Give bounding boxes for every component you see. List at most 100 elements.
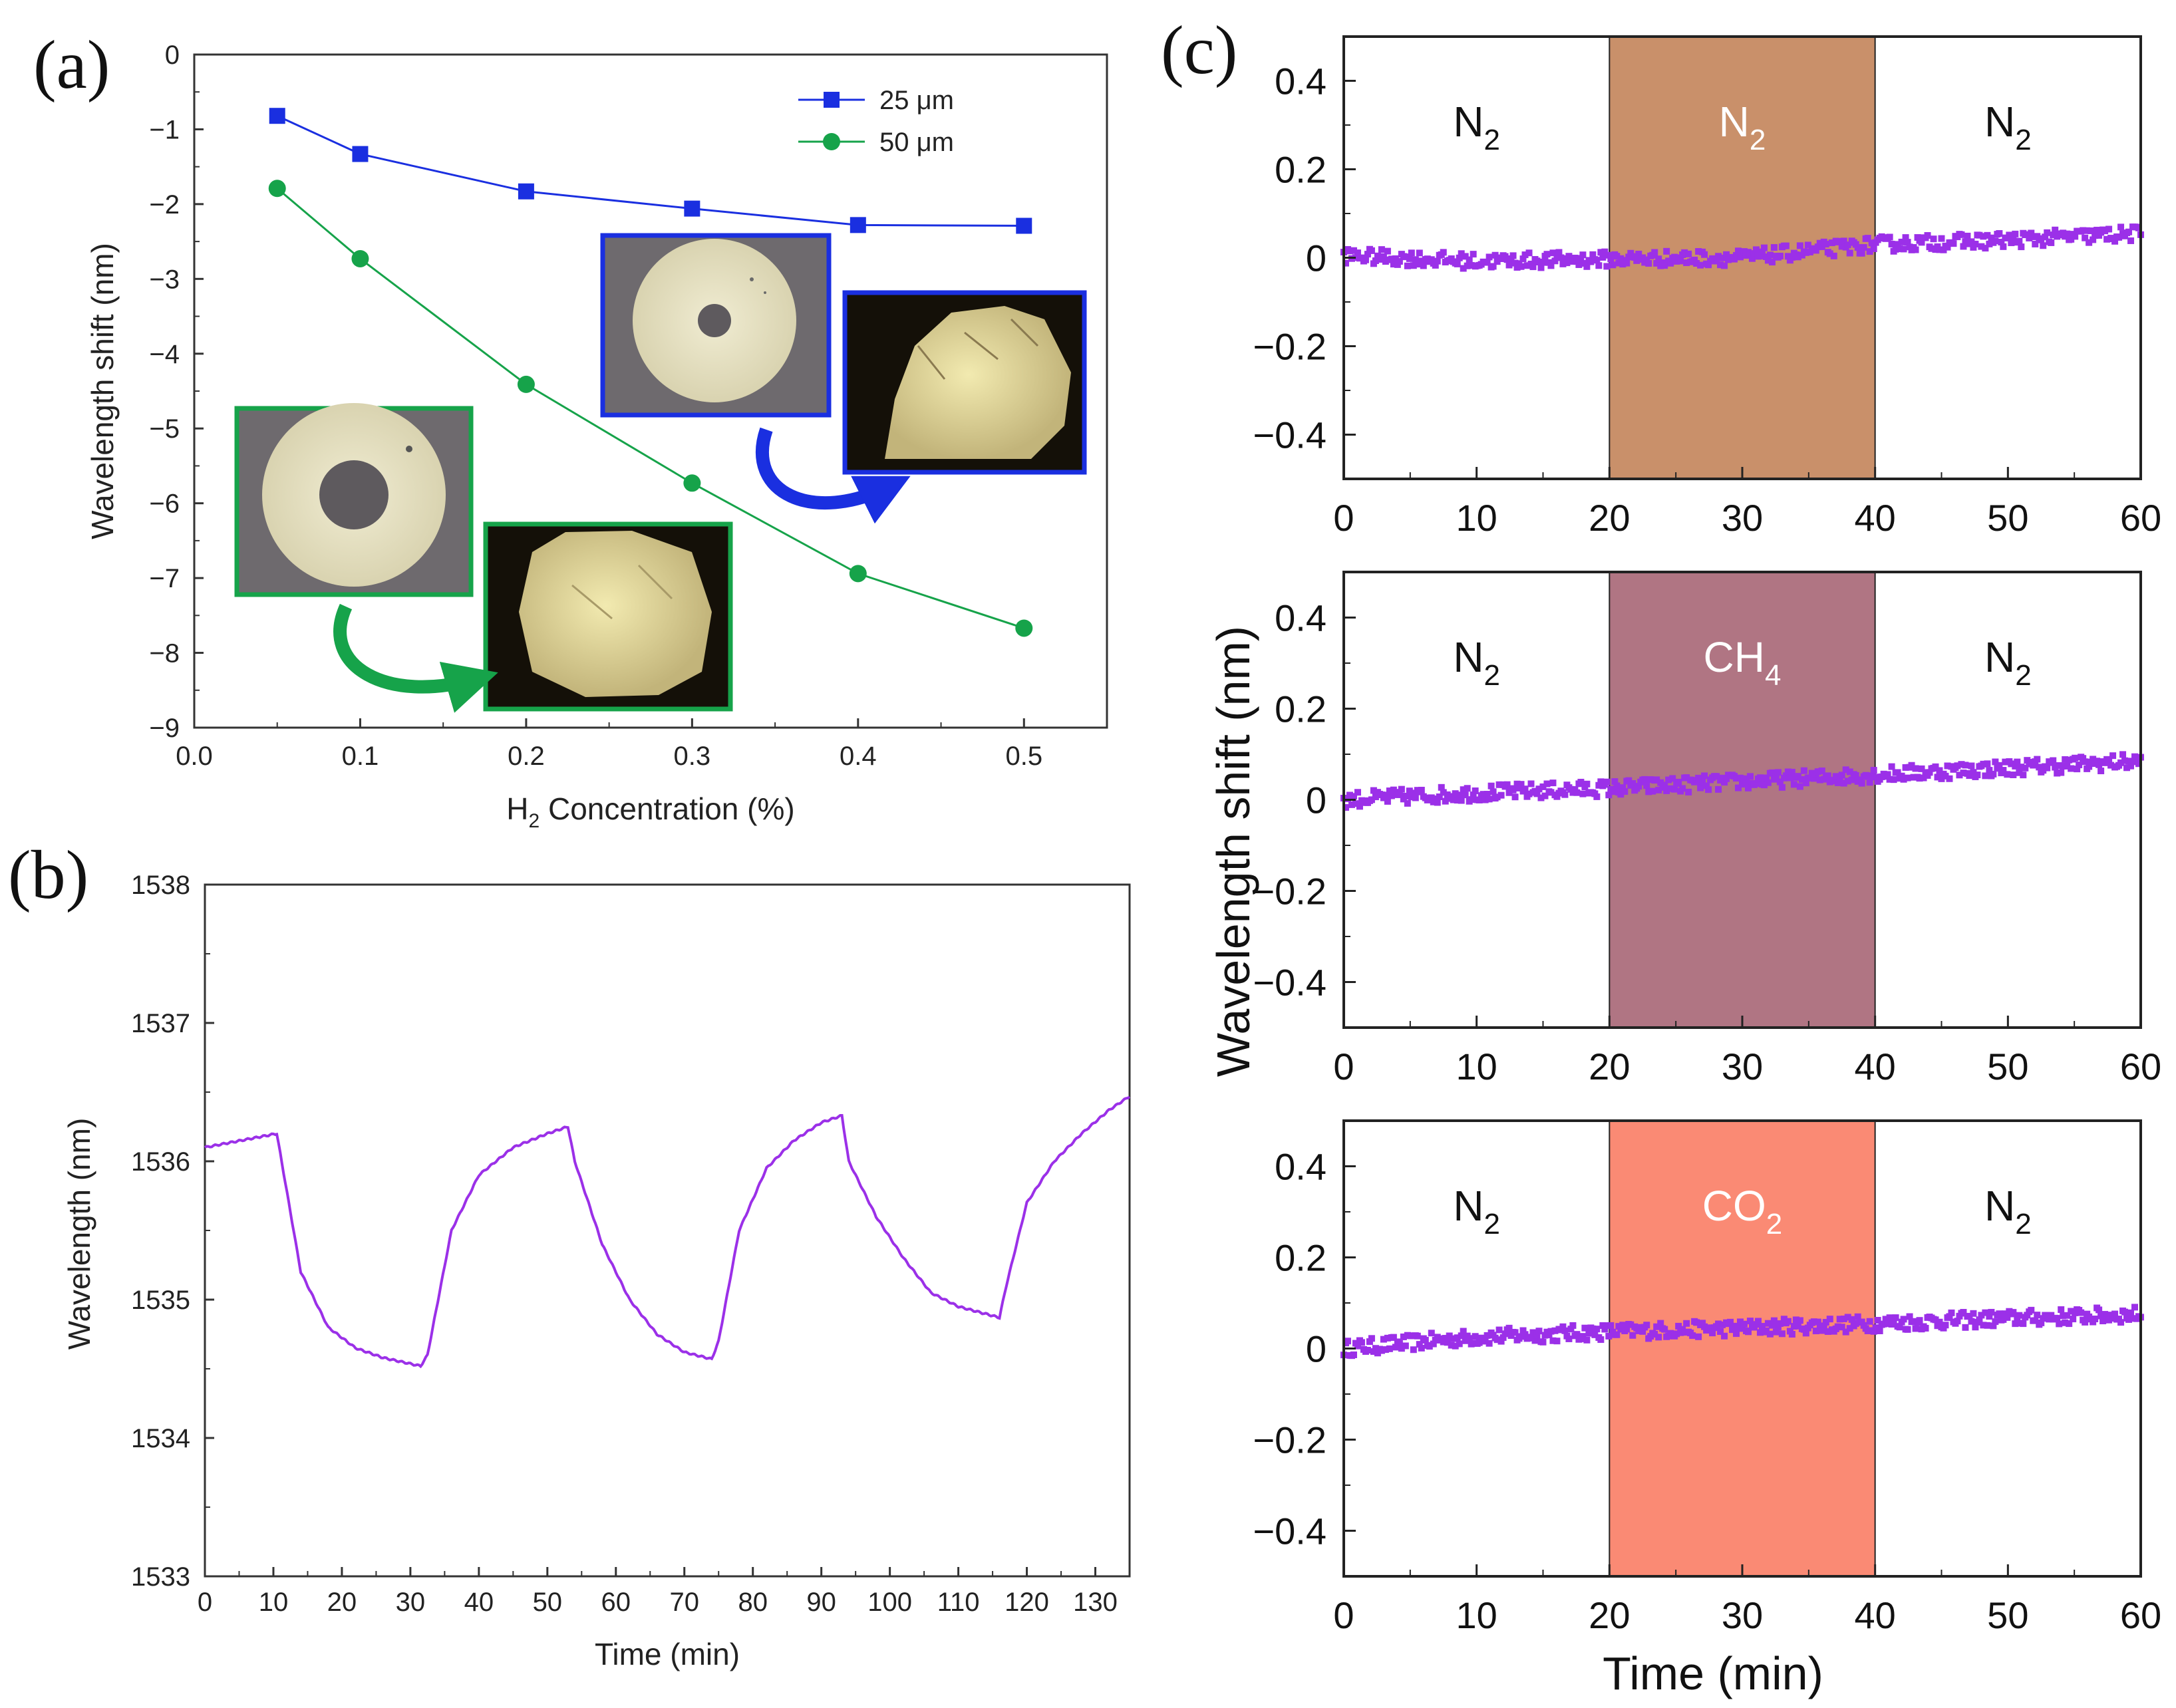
- chart-c-point: [2028, 229, 2035, 237]
- chart-c-point: [1573, 789, 1581, 796]
- chart-c-point: [1936, 1318, 1943, 1326]
- chart-c-point: [1549, 780, 1557, 787]
- chart-c-point: [1643, 1322, 1650, 1329]
- chart-c-point: [1904, 1326, 1911, 1333]
- chart-c-point: [1346, 791, 1353, 799]
- chart-c-point: [1910, 1318, 1917, 1325]
- chart-c-region-label: N2: [1453, 1182, 1500, 1240]
- chart-c-point: [1402, 792, 1409, 799]
- chart-c-point: [1784, 768, 1791, 776]
- chart-c-point: [1651, 249, 1658, 256]
- chart-b-ytick-label: 1533: [131, 1562, 190, 1592]
- chart-c-point: [1920, 774, 1927, 782]
- chart-c-point: [1697, 261, 1704, 269]
- chart-c-point: [2109, 1315, 2117, 1322]
- chart-c-point: [1800, 767, 1807, 774]
- chart-c-point: [1737, 774, 1744, 782]
- chart-a-series-line-1: [276, 188, 1024, 629]
- chart-c-point: [1822, 1319, 1829, 1326]
- chart-b-ytick-label: 1537: [131, 1009, 190, 1038]
- chart-c-point: [1364, 251, 1371, 258]
- chart-c-xtick-label: 50: [1987, 1594, 2028, 1636]
- chart-c-point: [1428, 1330, 1435, 1337]
- chart-c-point: [1458, 797, 1465, 804]
- chart-c-point: [1448, 1342, 1455, 1349]
- chart-c-point: [1485, 795, 1493, 803]
- chart-c-point: [1731, 255, 1738, 263]
- chart-c-point: [1479, 791, 1487, 798]
- chart-c-point: [1440, 789, 1447, 796]
- chart-c-point: [1539, 259, 1547, 266]
- chart-c-point: [1382, 1346, 1389, 1353]
- chart-c-point: [1982, 1309, 1989, 1316]
- chart-c-point: [1894, 241, 1901, 248]
- chart-c-point: [1418, 257, 1425, 265]
- legend-marker-50um: [823, 133, 840, 150]
- chart-c-point: [2052, 226, 2059, 233]
- chart-c-point: [1683, 1320, 1690, 1327]
- chart-c-point: [1980, 233, 1987, 240]
- chart-c-point: [1982, 245, 1989, 252]
- chart-c-point: [1910, 774, 1917, 781]
- chart-c-point: [1609, 261, 1617, 269]
- chart-c-point: [1583, 1336, 1591, 1344]
- chart-c-point: [1593, 1326, 1601, 1333]
- chart-c-point: [1603, 1322, 1611, 1330]
- chart-c-point: [1858, 780, 1865, 787]
- chart-a-point-25um: [269, 108, 285, 124]
- chart-c-point: [1613, 1331, 1621, 1338]
- chart-c-point: [1623, 259, 1631, 267]
- chart-c-point: [1996, 1310, 2003, 1318]
- chart-c-point: [1450, 796, 1457, 803]
- chart-c-point: [2006, 231, 2013, 239]
- chart-c-point: [1404, 799, 1411, 807]
- chart-c-point: [2078, 1309, 2085, 1316]
- chart-c-point: [1872, 1324, 1879, 1332]
- chart-c-point: [2034, 756, 2041, 763]
- chart-c-point: [1742, 779, 1750, 786]
- chart-c-point: [1378, 1347, 1385, 1354]
- chart-c-point: [1768, 259, 1776, 266]
- chart-c-point: [1607, 255, 1615, 263]
- chart-c-point: [1768, 1322, 1776, 1329]
- chart-c-point: [2008, 760, 2015, 768]
- chart-c-point: [1868, 773, 1875, 780]
- chart-b-ticks: 0 10 20 30 40 50 60 70 80 90 100 110 120 130 1533 1534 1…: [131, 871, 1118, 1617]
- chart-c-point: [1946, 775, 1953, 782]
- chart-c-point: [1549, 1337, 1557, 1344]
- chart-c-point: [2082, 234, 2089, 241]
- chart-c-point: [1448, 793, 1455, 800]
- chart-c-point: [1898, 238, 1905, 245]
- chart-c-point: [1499, 1334, 1507, 1342]
- chart-c-point: [1968, 238, 1975, 245]
- chart-c-point: [1529, 1329, 1537, 1336]
- chart-c-point: [1992, 758, 1999, 766]
- chart-c-point: [1836, 775, 1843, 782]
- chart-c-point: [1776, 1320, 1784, 1328]
- chart-a-xlabel-rest: Concentration (%): [540, 791, 795, 826]
- chart-c-point: [1898, 772, 1905, 780]
- chart-c-point: [2012, 1320, 2019, 1328]
- chart-a-point-50um: [1015, 619, 1033, 637]
- chart-c-point: [1470, 1340, 1477, 1347]
- green-curved-arrow-icon: [333, 603, 498, 713]
- chart-c-point: [1673, 1330, 1680, 1338]
- chart-c-point: [1960, 1309, 1967, 1316]
- chart-c-point: [1639, 254, 1646, 261]
- chart-c-point: [1814, 243, 1821, 251]
- chart-c-point: [1936, 246, 1943, 253]
- chart-c-point: [1830, 252, 1837, 259]
- chart-c-point: [2127, 237, 2135, 244]
- chart-c-region-label: N2: [1719, 98, 1766, 156]
- chart-c-point: [2030, 233, 2037, 241]
- chart-c-point: [1380, 253, 1387, 260]
- chart-c-point: [1774, 769, 1782, 776]
- chart-c-point: [1762, 253, 1770, 261]
- chart-c-point: [1699, 1320, 1706, 1327]
- chart-c-point: [1458, 250, 1465, 257]
- chart-c-point: [1521, 1331, 1529, 1338]
- chart-b-xtick-label: 50: [533, 1588, 563, 1617]
- chart-c-point: [1346, 247, 1353, 255]
- chart-c-point: [1549, 249, 1557, 257]
- chart-c-point: [1396, 257, 1403, 265]
